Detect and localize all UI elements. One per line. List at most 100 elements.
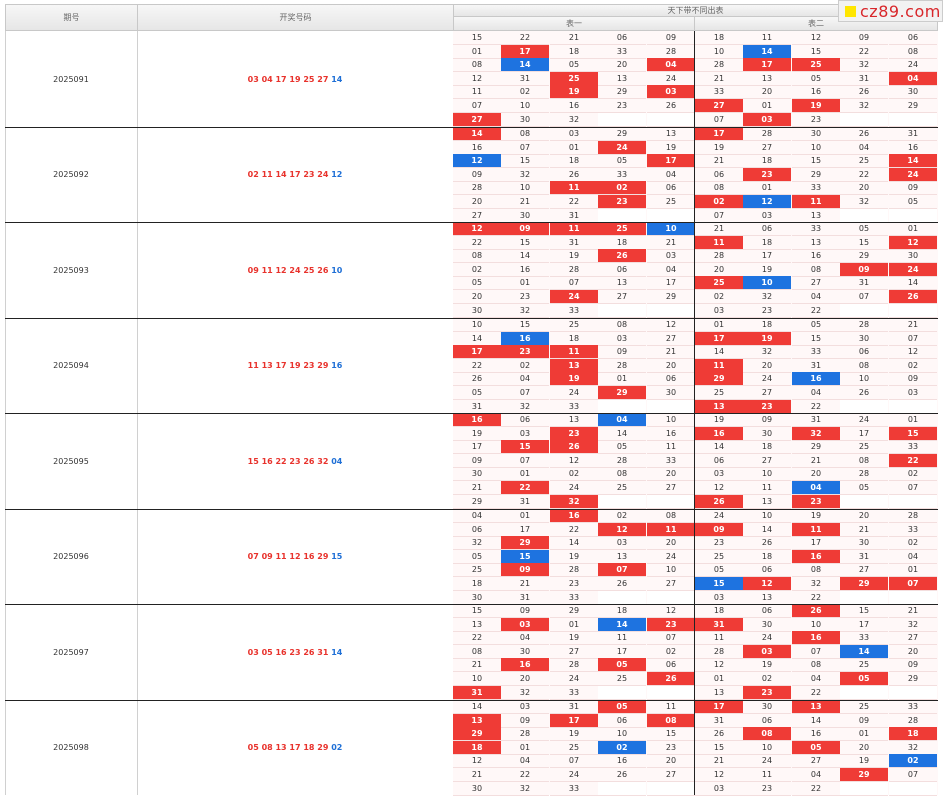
grid-cell: 33 (889, 523, 937, 537)
hit-red-cell: 27 (695, 99, 743, 113)
grid-cell: 16 (792, 249, 840, 263)
grid-cell (889, 782, 937, 796)
grid-cell (647, 591, 695, 605)
grid-cell: 04 (453, 509, 501, 523)
hit-red-cell: 09 (840, 263, 888, 277)
grid-cell: 25 (598, 481, 646, 495)
grid-cell: 14 (743, 523, 791, 537)
grid-cell: 32 (501, 686, 549, 700)
grid-cell: 18 (743, 318, 791, 332)
blue-ball: 14 (331, 647, 343, 657)
grid-cell: 10 (743, 467, 791, 481)
grid-cell: 30 (743, 618, 791, 632)
hit-red-cell: 11 (550, 181, 598, 195)
grid-cell: 30 (501, 113, 549, 127)
draw-numbers-cell: 15 16 22 23 26 32 04 (137, 413, 454, 509)
grid-cell (598, 209, 646, 223)
hit-red-cell: 07 (889, 577, 937, 591)
draw-numbers-cell: 03 04 17 19 25 27 14 (137, 31, 454, 127)
grid-cell: 06 (598, 263, 646, 277)
grid-cell: 26 (840, 127, 888, 141)
grid-cell: 17 (501, 523, 549, 537)
grid-cell: 09 (889, 181, 937, 195)
hit-blue-cell: 14 (501, 58, 549, 72)
grid-cell: 14 (598, 427, 646, 441)
hit-red-cell: 16 (792, 631, 840, 645)
grid-cell: 27 (743, 386, 791, 400)
grid-cell: 13 (453, 618, 501, 632)
grid-cell: 24 (743, 631, 791, 645)
grid-cell: 26 (695, 727, 743, 741)
grid-cell: 23 (743, 304, 791, 318)
period-cell: 2025091 (5, 31, 138, 127)
grid-cell: 03 (598, 536, 646, 550)
grid-cell (647, 782, 695, 796)
hit-red-cell: 18 (889, 727, 937, 741)
grid-cell: 13 (598, 276, 646, 290)
grid-cell: 19 (550, 631, 598, 645)
logo-square-icon (845, 5, 856, 17)
grid-cell: 21 (840, 523, 888, 537)
hit-red-cell: 03 (647, 85, 695, 99)
grid-cell: 10 (453, 672, 501, 686)
grid-cell (889, 591, 937, 605)
hit-red-cell: 12 (453, 222, 501, 236)
grid-cell: 15 (501, 236, 549, 250)
hit-red-cell: 05 (840, 672, 888, 686)
grid-cell: 02 (647, 645, 695, 659)
hit-red-cell: 02 (695, 195, 743, 209)
grid-cell: 03 (501, 427, 549, 441)
grid-cell: 28 (695, 58, 743, 72)
period-cell: 2025094 (5, 318, 138, 413)
grid-cell: 25 (840, 658, 888, 672)
red-balls: 09 11 12 24 25 26 (247, 265, 329, 275)
hit-red-cell: 16 (695, 427, 743, 441)
grid-cell: 18 (743, 236, 791, 250)
grid-cell: 24 (695, 509, 743, 523)
grid-cell: 12 (647, 318, 695, 332)
hit-red-cell: 23 (743, 168, 791, 182)
grid-cell: 13 (792, 209, 840, 223)
grid-cell: 32 (840, 99, 888, 113)
site-watermark[interactable]: cz89.com (838, 0, 943, 22)
hit-red-cell: 09 (501, 563, 549, 577)
grid-cell: 21 (792, 454, 840, 468)
grid-cell: 02 (550, 467, 598, 481)
grid-cell: 09 (840, 714, 888, 728)
grid-cell: 15 (453, 31, 501, 45)
grid-cell: 01 (889, 222, 937, 236)
grid-cell: 19 (743, 658, 791, 672)
grid-cell: 01 (743, 99, 791, 113)
hit-blue-cell: 16 (501, 332, 549, 346)
grid-cell: 25 (695, 550, 743, 564)
grid-cell: 21 (453, 658, 501, 672)
grid-cell: 21 (550, 31, 598, 45)
grid-cell: 05 (598, 154, 646, 168)
hit-red-cell: 17 (695, 700, 743, 714)
grid-cell: 01 (550, 141, 598, 155)
grid-cell: 22 (453, 236, 501, 250)
grid-cell: 09 (501, 604, 549, 618)
grid-cell: 28 (840, 318, 888, 332)
grid-cell (889, 495, 937, 509)
hit-blue-cell: 14 (743, 45, 791, 59)
hit-red-cell: 19 (550, 372, 598, 386)
draw-numbers-cell: 09 11 12 24 25 26 10 (137, 222, 454, 318)
grid-cell: 21 (647, 236, 695, 250)
grid-cell: 17 (840, 618, 888, 632)
hit-red-cell: 12 (743, 577, 791, 591)
grid-cell: 22 (550, 523, 598, 537)
grid-cell: 06 (647, 181, 695, 195)
grid-cell: 02 (501, 85, 549, 99)
grid-cell: 18 (598, 604, 646, 618)
grid-cell: 16 (453, 141, 501, 155)
grid-cell: 13 (743, 591, 791, 605)
grid-cell: 20 (453, 290, 501, 304)
row-separator (5, 509, 938, 510)
grid-cell (647, 209, 695, 223)
grid-cell: 01 (453, 45, 501, 59)
grid-cell: 09 (453, 454, 501, 468)
grid-cell: 08 (792, 658, 840, 672)
grid-cell: 33 (792, 222, 840, 236)
grid-cell (598, 686, 646, 700)
